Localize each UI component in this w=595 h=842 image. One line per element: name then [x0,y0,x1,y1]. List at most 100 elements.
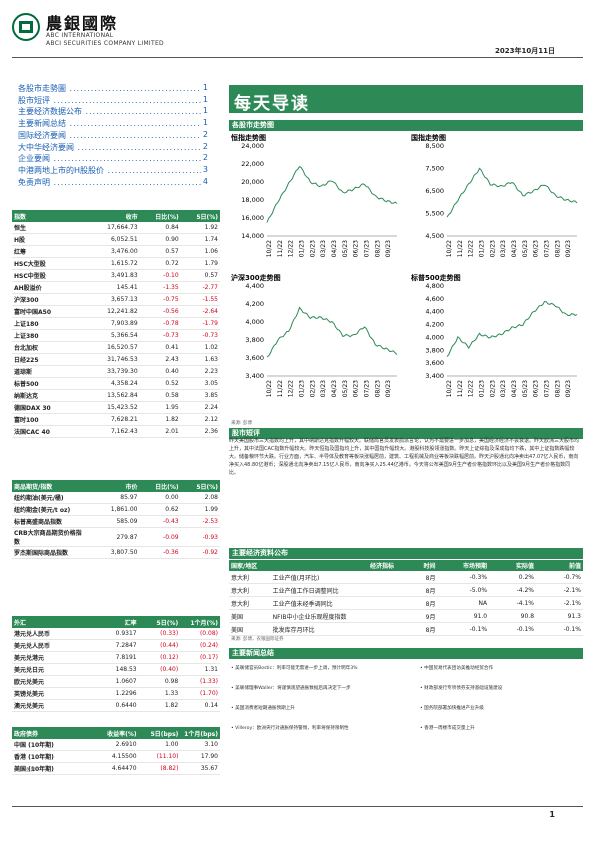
econ-cell: -0.1% [489,622,537,636]
toc-item[interactable]: 国际经济要闻 .................................… [18,129,208,141]
x-tick-label: 05/23 [522,380,529,397]
commentary-section-header: 股市短评 [229,428,583,439]
toc-item[interactable]: 大中华经济要闻 ................................… [18,141,208,153]
table-cell: 2.6910 [87,739,139,751]
toc-item[interactable]: 免责声明 ...................................… [18,176,208,188]
table-cell: 港元兑人民币 [12,628,88,640]
table-cell: 2.43 [139,353,181,366]
econ-row: 意大利 工业产值(月环比) 8月 -0.3% 0.2% -0.7% [229,571,583,584]
toc-item[interactable]: 主要新闻总结 .................................… [18,118,208,129]
table-cell: 0.9317 [87,628,139,640]
x-tick-label: 09/23 [565,380,572,397]
table-cell: 3.10 [180,739,220,751]
y-tick-label: 8,500 [425,142,444,150]
table-row: 富时中国A50 12,241.82 -0.56 -2.64 [12,305,220,318]
toc-page: 1 [200,118,208,128]
x-tick-label: 06/23 [533,240,540,257]
econ-row: 意大利 工业产值未经季调同比 8月 NA -4.1% -2.1% [229,596,583,610]
table-cell: 15,423.52 [88,401,140,414]
table-cell: 英镑兑美元 [12,687,88,700]
econ-row: 美国 NFIB中小企业乐观程度指数 9月 91.0 90.8 91.3 [229,609,583,623]
x-tick-label: 06/23 [353,240,360,257]
table-cell: -2.64 [180,305,220,318]
table-row: 富时100 7,628.21 1.82 2.12 [12,413,220,426]
toc-item[interactable]: 中港两地上市的H股股价 ............................… [18,164,208,176]
x-tick-label: 03/23 [500,380,507,397]
footer-divider [12,806,583,807]
table-cell: -0.92 [180,546,220,559]
econ-header-cell: 前值 [536,560,583,571]
table-row: 标普500 4,358.24 0.52 3.05 [12,377,220,390]
charts-source: 来源: 彭博 [231,421,252,426]
table-cell: 上证180 [12,317,89,330]
table-row: 美元兑日元 148.53 (0.40) 1.31 [12,663,220,676]
table-cell: 585.09 [88,515,140,528]
x-tick-label: 11/22 [457,380,464,397]
news-item: • 香港一周楼市成交量上升 [420,726,475,731]
table-cell: 7.8191 [87,651,139,664]
toc-item[interactable]: 主要经济数据公布 ...............................… [18,106,208,117]
table-row: 香港 (10年期) 4.15500 (11.10) 17.90 [12,750,220,763]
x-tick-label: 11/22 [457,240,464,257]
table-cell: 1.99 [180,503,220,516]
toc-leader: ........................................… [53,177,208,187]
table-row: 美元兑人民币 7.2847 (0.44) (0.24) [12,639,220,652]
toc-label: 主要新闻总结 [18,119,66,129]
toc-page: 4 [200,176,208,186]
table-cell: 7,628.21 [88,413,140,426]
toc-item[interactable]: 各股市走勢圖 .................................… [18,83,208,94]
table-cell: 4,358.24 [88,377,140,390]
toc-leader: ........................................… [69,130,208,140]
toc-page: 3 [200,164,208,174]
table-row: 红筹 3,476.00 0.57 1.06 [12,245,220,258]
econ-cell: 意大利 [229,583,271,597]
econ-header-cell: 国家/地区 [229,560,271,571]
series-line [266,306,398,358]
table-row: 美国 (10年期) 4.64470 (8.82) 35.67 [12,762,220,775]
toc-item[interactable]: 股市短评 ...................................… [18,94,208,106]
y-tick-label: 4,500 [425,232,444,240]
econ-header-cell: 时间 [396,560,438,571]
table-header-cell: 市价 [88,480,140,492]
econ-cell: 9月 [396,609,438,623]
econ-row: 意大利 工业产值工作日调整同比 8月 -5.0% -4.2% -2.1% [229,583,583,597]
table-cell: -1.55 [180,293,220,306]
x-tick-label: 06/23 [533,380,540,397]
econ-cell: 8月 [396,571,438,584]
table-cell: 2.23 [180,365,220,378]
econ-cell: -0.1% [437,622,490,636]
y-tick-label: 20,000 [241,178,264,186]
table-cell: (1.33) [180,675,220,688]
table-cell: (0.24) [180,639,220,652]
x-tick-label: 10/22 [266,240,273,257]
x-tick-label: 03/23 [500,240,507,257]
table-header-cell: 1个月(bps) [180,727,220,739]
y-tick-label: 5,500 [425,210,444,218]
table-cell: 澳元兑美元 [12,699,88,712]
news-item: • 美联储理事Waller：将谨慎观望通胀数据后再决定下一步 [231,686,351,691]
econ-data-table: 国家/地区 经济指标 时间 市场预期 实际值 前值 意大利 工业产值(月环比) 8月 -0.3% 0… [229,560,583,636]
table-cell: 0.41 [139,341,181,354]
table-row: 标普高盛商品指数 585.09 -0.43 -2.53 [12,515,220,528]
table-cell: 0.90 [139,233,181,246]
toc-item[interactable]: 企业要闻 ...................................… [18,153,208,164]
x-tick-label: 08/23 [374,380,381,397]
econ-cell: 工业产值工作日调整同比 [270,583,397,597]
brand-name-cn: 農銀國際 [46,14,119,33]
table-cell: 4.64470 [87,762,139,775]
table-cell: -0.43 [139,515,181,528]
toc-label: 免责声明 [18,177,50,187]
y-tick-label: 16,000 [241,214,264,222]
y-tick-label: 3,800 [245,336,264,344]
table-header-cell: 1个月(%) [180,616,220,628]
brand-company-en: ABCI SECURITIES COMPANY LIMITED [46,40,164,47]
econ-header-cell: 经济指标 [270,560,397,571]
econ-cell: 90.8 [489,609,537,623]
table-cell: 2.08 [180,492,220,504]
x-tick-label: 01/23 [299,240,306,257]
table-cell: 上证380 [12,329,89,342]
table-row: 上证380 5,366.54 -0.73 -0.73 [12,329,220,342]
table-cell: 5,366.54 [88,329,140,342]
table-cell: HSC中型股 [12,269,89,282]
